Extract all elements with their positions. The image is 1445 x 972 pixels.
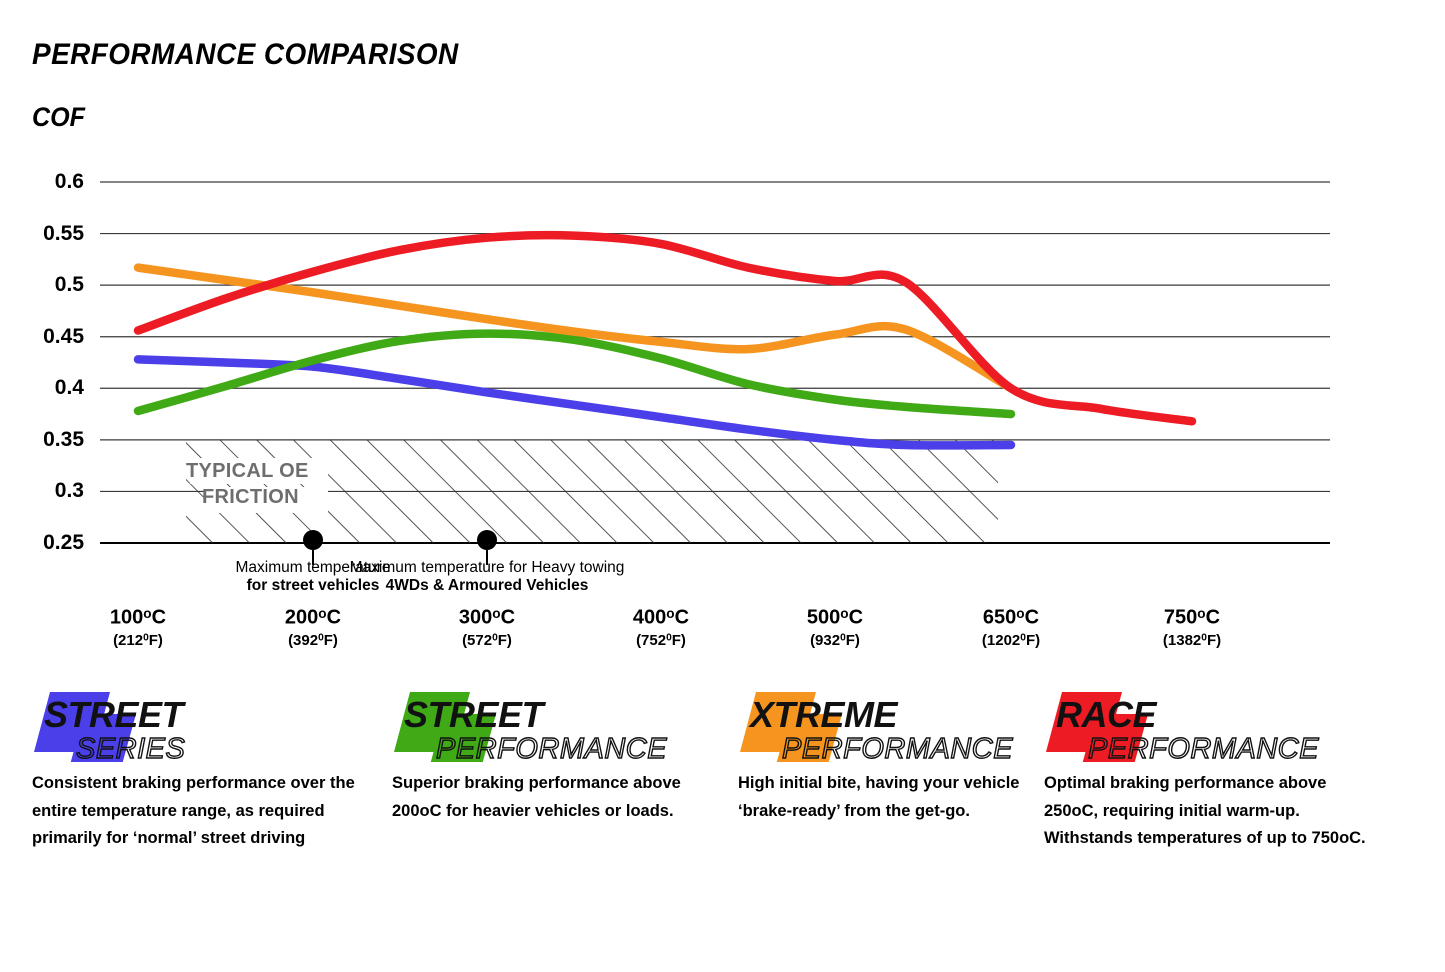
logo-bottom-text: PERFORMANCE [1088, 733, 1319, 762]
temperature-marker-dot [303, 530, 323, 550]
y-axis-tick-label: 0.55 [43, 221, 84, 245]
logo-top-text: STREET [44, 694, 187, 735]
oe-band-label-line1: TYPICAL OE [186, 460, 309, 482]
x-axis-tick-celsius: 200oC [284, 606, 342, 629]
callout-line2: for street vehicles [246, 576, 380, 594]
logo-accent-shape-lower [430, 714, 496, 762]
logo-top-text: STREET [404, 694, 547, 735]
legend-description: Consistent braking performance over the … [32, 774, 355, 848]
legend-item[interactable]: STREET SERIES Consistent braking performan… [32, 686, 372, 853]
x-axis-tick-fahrenheit: (7520F) [636, 631, 686, 649]
x-axis-tick: 500oC (9320F) [770, 606, 900, 649]
logo-bottom-text: SERIES [76, 733, 186, 762]
oe-label-backdrop [190, 458, 328, 484]
series-line [133, 263, 1016, 393]
logo-accent-shape-lower [1082, 714, 1148, 762]
y-axis-tick-label: 0.6 [54, 170, 84, 193]
logo-wrapper: STREET PERFORMANCE [392, 686, 722, 764]
chart-plot-area: 0.6 0.55 0.5 0.45 0.4 0.35 0.3 0.25 TYPICAL OE … [43, 170, 1330, 649]
y-axis-tick-label: 0.35 [43, 427, 84, 451]
series-lines [133, 230, 1197, 450]
x-axis-tick-fahrenheit: (9320F) [810, 631, 860, 649]
y-axis-tick-label: 0.25 [43, 531, 84, 554]
logo-bottom-text: PERFORMANCE [436, 733, 667, 762]
x-axis-tick-fahrenheit: (12020F) [981, 631, 1041, 649]
x-axis-tick: 300oC (5720F) [422, 606, 552, 649]
oe-label-backdrop-2 [206, 487, 328, 513]
legend-item[interactable]: RACE PERFORMANCE Optimal braking performan… [1044, 686, 1374, 853]
oe-band-label-line2: FRICTION [202, 486, 299, 509]
temperature-callout: Maximum temperature for Heavy towing 4WDs… [350, 559, 625, 595]
temperature-markers [303, 530, 497, 565]
series-line [133, 230, 1197, 426]
y-axis-tick-label: 0.5 [54, 273, 84, 297]
x-axis-tick-fahrenheit: (3920F) [288, 631, 338, 649]
page-title: PERFORMANCE COMPARISON [32, 38, 459, 71]
product-legend: STREET SERIES Consistent braking performan… [0, 686, 1445, 966]
x-axis-tick: 400oC (7520F) [596, 606, 726, 649]
x-axis-tick-fahrenheit: (2120F) [113, 631, 163, 649]
x-axis-tick-fahrenheit: (5720F) [462, 631, 512, 649]
y-axis-tick-label: 0.3 [54, 479, 84, 503]
logo-wrapper: STREET SERIES [32, 686, 372, 764]
x-axis-tick-celsius: 400oC [632, 606, 690, 629]
logo-accent-shape-lower [776, 714, 842, 762]
x-axis-tick-fahrenheit: (13820F) [1162, 631, 1222, 649]
legend-description: Superior braking performance above 200oC… [392, 774, 681, 820]
legend-item[interactable]: XTREME PERFORMANCE High initial bite, havi… [738, 686, 1028, 825]
x-axis-tick: 650oC (12020F) [946, 606, 1076, 649]
x-axis-tick-celsius: 750oC [1163, 606, 1221, 629]
cof-line-chart [100, 181, 1330, 565]
logo-top-text: RACE [1056, 694, 1157, 735]
legend-item[interactable]: STREET PERFORMANCE Superior braking perfor… [392, 686, 722, 825]
legend-description: Optimal braking performance above 250oC,… [1044, 774, 1366, 848]
logo-accent-shape-lower [70, 714, 136, 762]
series-line [133, 329, 1016, 419]
logo-top-text: XTREME [748, 694, 899, 735]
y-axis-tick-label: 0.45 [43, 324, 84, 348]
callout-line2: 4WDs & Armoured Vehicles [385, 576, 589, 594]
x-axis-tick-celsius: 300oC [458, 606, 516, 629]
y-axis-tick-label: 0.4 [54, 376, 84, 400]
x-axis-tick: 200oC (3920F) [248, 606, 378, 649]
logo-wrapper: XTREME PERFORMANCE [738, 686, 1028, 764]
typical-oe-friction-band [186, 439, 998, 543]
x-axis-tick-celsius: 650oC [982, 606, 1040, 629]
x-axis-tick: 100oC (2120F) [73, 606, 203, 649]
temperature-marker-dot [477, 530, 497, 550]
logo-bottom-text: PERFORMANCE [782, 733, 1013, 762]
x-axis-tick-celsius: 500oC [806, 606, 864, 629]
callout-line1: Maximum temperature [235, 559, 391, 576]
logo-wrapper: RACE PERFORMANCE [1044, 686, 1374, 764]
legend-description: High initial bite, having your vehicle ‘… [738, 774, 1020, 820]
temperature-callout: Maximum temperature for street vehicles [235, 559, 390, 595]
callout-line1: Maximum temperature for Heavy towing [349, 559, 625, 576]
oe-band-label: TYPICAL OE FRICTION [186, 458, 309, 511]
y-axis-title: COF [32, 102, 86, 132]
x-axis-tick: 750oC (13820F) [1127, 606, 1257, 649]
x-axis-tick-celsius: 100oC [109, 606, 167, 629]
